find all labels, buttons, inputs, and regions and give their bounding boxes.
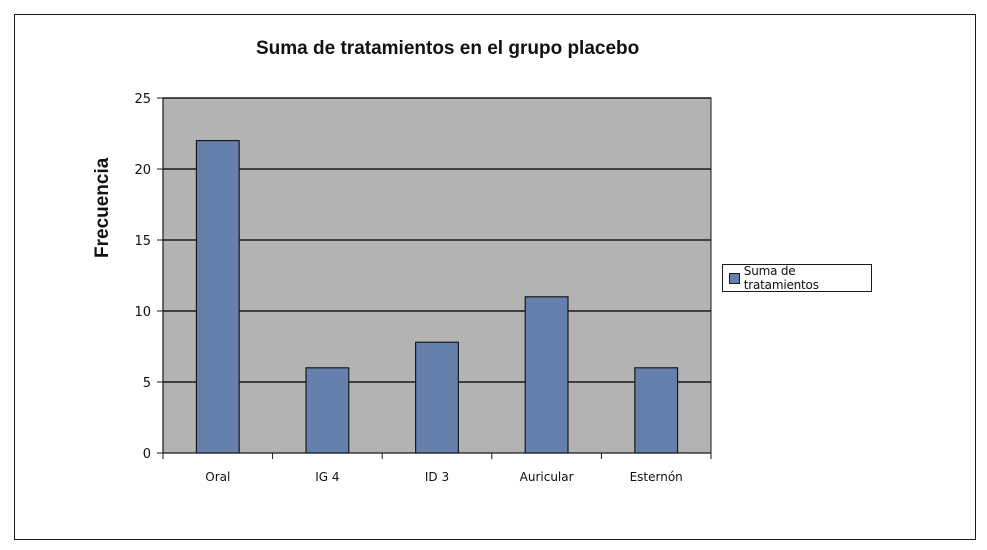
x-tick-label: Oral xyxy=(205,470,230,484)
legend-swatch xyxy=(729,272,740,284)
y-tick-label: 5 xyxy=(143,376,151,391)
y-tick-label: 0 xyxy=(143,447,151,462)
x-tick-label: ID 3 xyxy=(425,470,449,484)
bar xyxy=(634,367,679,454)
legend-label: Suma de tratamientos xyxy=(743,264,819,292)
legend: Suma de tratamientos xyxy=(722,264,872,292)
bar xyxy=(195,140,240,454)
y-tick-label: 10 xyxy=(134,305,151,320)
bar xyxy=(305,367,350,454)
bar xyxy=(524,296,569,454)
chart-title: Suma de tratamientos en el grupo placebo xyxy=(256,38,640,59)
bar xyxy=(415,341,459,454)
y-tick-label: 25 xyxy=(134,92,151,107)
y-tick-label: 20 xyxy=(134,163,151,178)
y-tick-label: 15 xyxy=(134,234,151,249)
x-tick-label: Esternón xyxy=(630,470,683,484)
x-tick-label: IG 4 xyxy=(315,470,339,484)
x-tick-label: Auricular xyxy=(520,470,574,484)
